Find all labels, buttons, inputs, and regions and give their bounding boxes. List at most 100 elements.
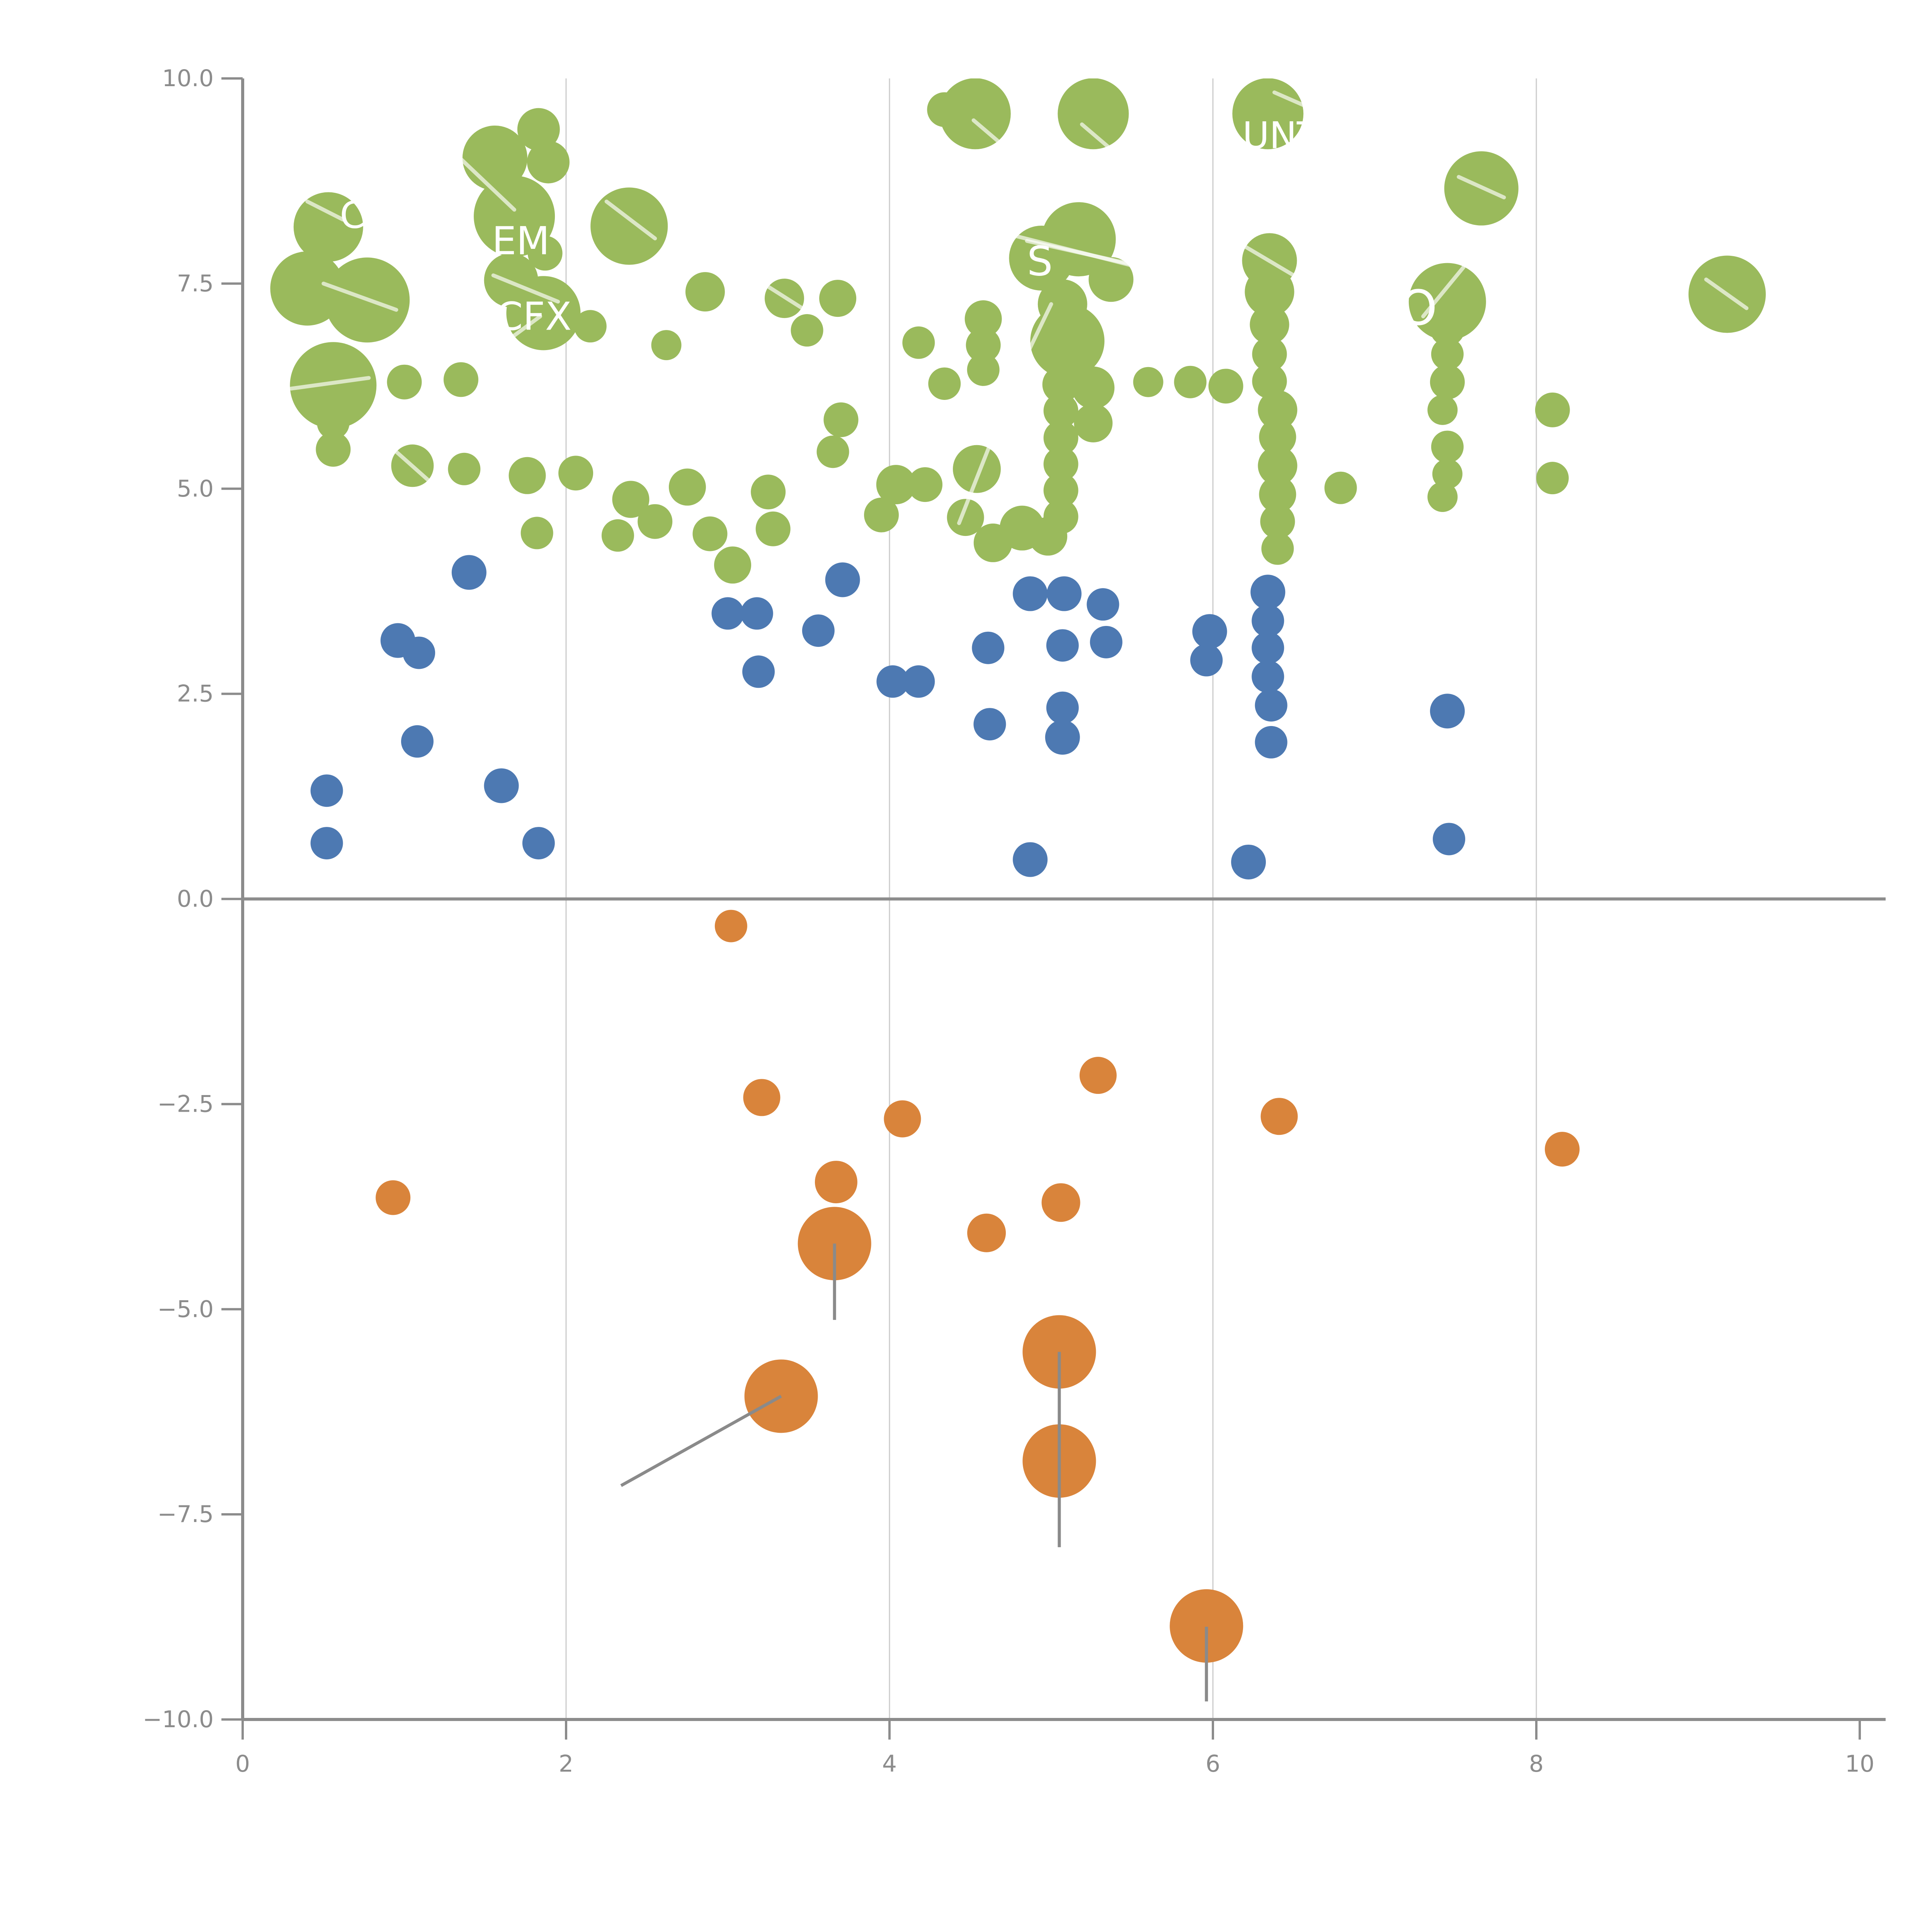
slash-mark	[1243, 245, 1296, 277]
green-bubble	[1250, 305, 1289, 345]
green-bubble	[1009, 226, 1074, 291]
blue-dot	[1046, 576, 1082, 611]
x-tick-label: 4	[882, 1750, 897, 1777]
slash-mark	[960, 140, 1041, 157]
slash-mark	[436, 135, 517, 212]
blue-dot	[1255, 726, 1287, 759]
slash-mark	[1704, 277, 1749, 310]
green-bubble	[1259, 418, 1296, 456]
green-bubble	[816, 435, 849, 468]
green-bubble	[1427, 395, 1458, 425]
green-bubble	[668, 468, 706, 506]
bubble-label-S: S	[1027, 238, 1053, 285]
green-bubble	[387, 364, 422, 400]
green-bubble	[316, 432, 351, 467]
y-tick-label: 7.5	[177, 270, 214, 297]
blue-dot	[1433, 823, 1466, 855]
green-bubble	[1259, 476, 1296, 513]
blue-dot	[802, 614, 835, 647]
green-bubble	[1431, 338, 1464, 371]
green-bubble	[1043, 420, 1078, 456]
blue-dot	[310, 827, 343, 860]
bubble-label-I: I	[891, 87, 901, 126]
green-bubble	[908, 467, 943, 502]
slash-mark	[321, 281, 398, 312]
green-bubble	[1043, 473, 1078, 508]
y-tick-label: 5.0	[177, 475, 214, 502]
green-bubble	[443, 362, 478, 397]
y-tick-label: 2.5	[177, 680, 214, 707]
green-bubble	[558, 456, 594, 491]
green-bubble	[1408, 263, 1486, 340]
green-bubble	[1058, 78, 1129, 150]
slash-mark	[1014, 302, 1053, 380]
green-bubble	[293, 192, 363, 262]
orange-bubble	[1170, 1589, 1243, 1663]
green-bubble	[692, 516, 728, 551]
blue-dot	[1252, 631, 1284, 664]
y-tick-label: 10.0	[162, 65, 214, 92]
green-bubble	[1043, 447, 1078, 482]
green-bubble	[1431, 430, 1464, 463]
green-bubble	[751, 474, 786, 510]
green-bubble	[685, 272, 725, 312]
x-tick-label: 6	[1206, 1750, 1220, 1777]
green-bubble	[1258, 390, 1298, 430]
green-bubble	[1174, 366, 1207, 398]
green-bubble	[791, 314, 823, 347]
green-bubble	[1260, 504, 1295, 539]
green-bubble	[601, 519, 634, 552]
blue-dot	[310, 774, 343, 807]
slash-mark	[305, 199, 345, 222]
green-bubble	[964, 300, 1002, 338]
green-bubble	[876, 465, 916, 505]
orange-bubble	[743, 1079, 781, 1116]
blue-dot	[1231, 844, 1266, 879]
green-bubble	[1074, 403, 1113, 442]
bubble-label-CFX: CFX	[496, 294, 571, 339]
green-bubble	[947, 499, 984, 536]
blue-dot	[1190, 644, 1223, 677]
blue-dot	[484, 768, 519, 803]
green-bubble	[474, 175, 555, 257]
green-bubble	[1258, 446, 1298, 486]
slash-mark	[491, 273, 560, 304]
green-bubble	[574, 310, 607, 343]
y-tick-label: 0.0	[177, 886, 214, 913]
slash-mark	[502, 314, 543, 345]
blue-dot	[1252, 604, 1284, 637]
slash-mark	[604, 199, 657, 241]
slash-mark	[394, 450, 431, 483]
bubble-label-O: O	[1399, 280, 1437, 336]
blue-dot	[1255, 689, 1287, 722]
orange-bubble	[967, 1213, 1006, 1252]
blue-dot	[1087, 588, 1119, 621]
green-bubble	[651, 330, 682, 361]
blue-dot	[1192, 614, 1227, 649]
blue-dot	[522, 827, 555, 860]
blue-dot	[1046, 691, 1079, 724]
green-bubble	[1430, 364, 1465, 400]
x-tick-label: 8	[1529, 1750, 1544, 1777]
green-bubble	[1427, 481, 1458, 512]
blue-dot	[902, 665, 935, 698]
orange-bubble	[1260, 1098, 1298, 1135]
data-points-layer: EM CFX S UNT O C I	[270, 78, 1766, 1702]
blue-dot	[972, 631, 1005, 664]
green-bubble	[1245, 267, 1294, 317]
green-bubble	[1261, 532, 1294, 565]
bubble-label-UNT: UNT	[1242, 115, 1320, 157]
green-bubble	[517, 108, 560, 151]
blue-dot	[1045, 720, 1080, 755]
green-bubble	[520, 517, 553, 549]
green-bubble	[612, 481, 650, 518]
blue-dot	[1252, 660, 1284, 693]
blue-dot	[1013, 576, 1048, 611]
green-bubble	[527, 236, 563, 271]
green-bubble	[527, 141, 570, 184]
green-bubble	[966, 328, 1001, 363]
blue-dot	[825, 562, 860, 597]
blue-dot	[401, 725, 434, 758]
blue-dot	[973, 708, 1006, 741]
